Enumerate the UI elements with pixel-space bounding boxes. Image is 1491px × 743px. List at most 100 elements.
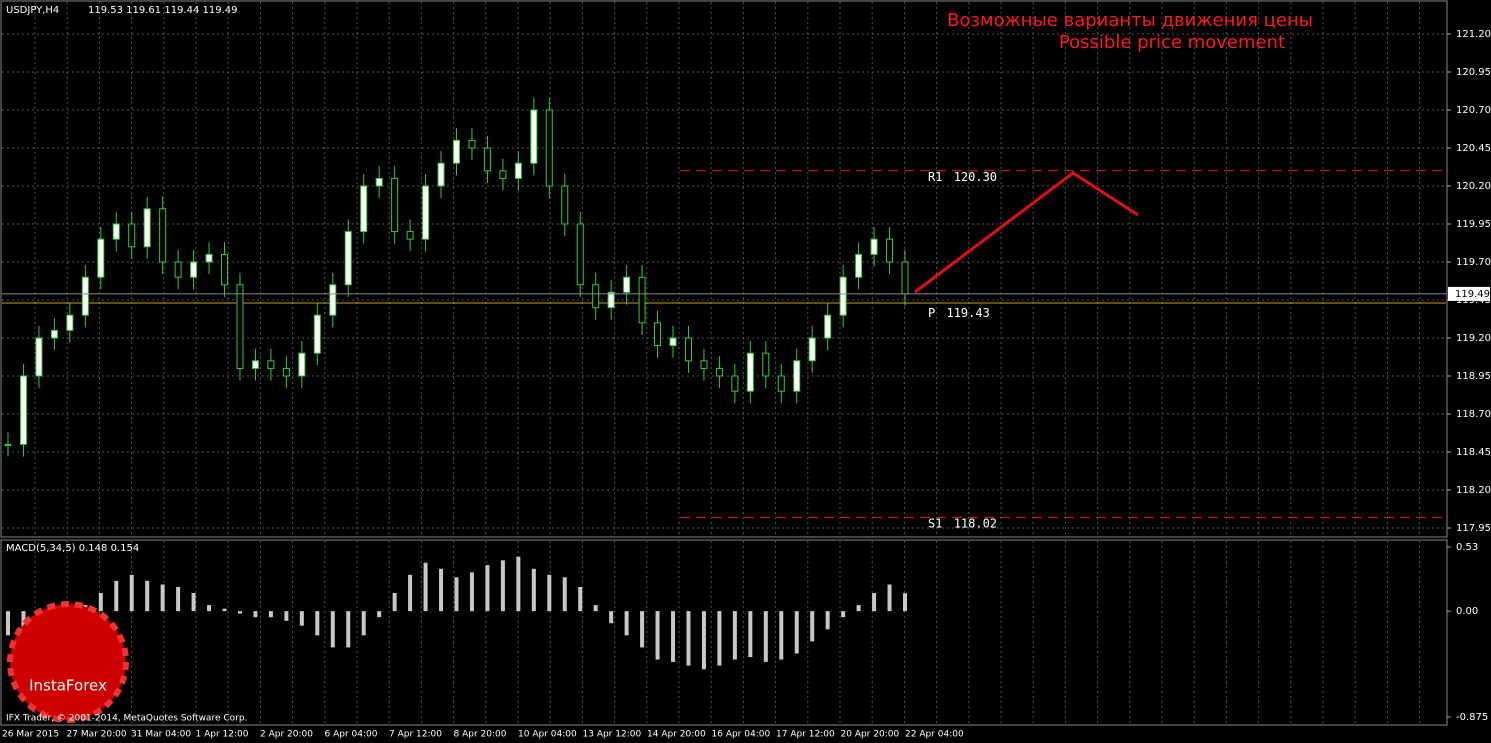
candle xyxy=(684,337,692,362)
macd-bar xyxy=(98,592,103,612)
macd-bar xyxy=(562,577,567,612)
macd-bar xyxy=(315,611,320,636)
macd-bar xyxy=(671,611,676,662)
level-value: 118.02 xyxy=(954,516,997,530)
candle xyxy=(545,109,553,187)
level-label: P 119.43 xyxy=(928,306,990,320)
macd-bar xyxy=(129,574,134,612)
candle xyxy=(159,208,167,263)
symbol: USDJPY,H4 xyxy=(6,5,59,16)
candle xyxy=(468,139,476,149)
macd-bar xyxy=(794,611,799,654)
level-name: R1 xyxy=(928,169,942,183)
candle xyxy=(251,360,259,369)
date-label: 6 Apr 04:00 xyxy=(325,730,378,740)
logo-text: InstaForex xyxy=(29,677,107,695)
candle xyxy=(282,367,290,377)
macd-bar xyxy=(454,577,459,612)
macd-bar xyxy=(284,611,289,621)
candle xyxy=(66,314,74,331)
macd-bar xyxy=(701,611,706,670)
price-label: 120.20 xyxy=(1456,181,1491,192)
candle xyxy=(700,360,708,369)
candle xyxy=(746,352,754,392)
candle xyxy=(375,177,383,187)
macd-bar xyxy=(578,586,583,612)
price-label: 119.45 xyxy=(1456,295,1491,306)
candle xyxy=(793,360,801,392)
macd-bar xyxy=(624,611,629,636)
candle xyxy=(530,109,538,164)
macd-label: MACD(5,34,5) 0.148 0.154 xyxy=(6,543,139,554)
candle xyxy=(236,284,244,369)
macd-bar xyxy=(207,605,212,612)
macd-bar xyxy=(114,580,119,612)
price-label: 117.95 xyxy=(1456,523,1491,534)
candle xyxy=(576,223,584,286)
candle xyxy=(669,337,677,347)
macd-bar xyxy=(810,611,815,642)
candle xyxy=(561,185,569,225)
date-label: 10 Apr 04:00 xyxy=(518,730,577,740)
candle xyxy=(205,253,213,263)
candle xyxy=(901,261,909,295)
price-label: 118.45 xyxy=(1456,447,1491,458)
candle xyxy=(870,238,878,255)
macd-bar xyxy=(732,611,737,660)
level-label: S1 118.02 xyxy=(928,516,997,530)
current-price: 119.49 xyxy=(1455,289,1490,300)
date-label: 22 Apr 04:00 xyxy=(905,730,964,740)
price-label: 121.20 xyxy=(1456,29,1491,40)
macd-bar xyxy=(222,608,227,612)
price-label: 118.70 xyxy=(1456,409,1491,420)
candle xyxy=(808,337,816,362)
macd-bar xyxy=(346,611,351,648)
price-label: 120.45 xyxy=(1456,143,1491,154)
candle xyxy=(221,253,229,286)
date-label: 8 Apr 20:00 xyxy=(454,730,507,740)
candle xyxy=(499,170,507,179)
macd-bar xyxy=(841,611,846,618)
candle xyxy=(267,360,275,369)
date-label: 13 Apr 12:00 xyxy=(583,730,642,740)
macd-bar xyxy=(330,611,335,648)
candle xyxy=(329,284,337,316)
macd-bar xyxy=(439,568,444,612)
macd-bar xyxy=(145,580,150,612)
macd-bar xyxy=(531,568,536,612)
price-label: 119.20 xyxy=(1456,333,1491,344)
date-label: 17 Apr 12:00 xyxy=(776,730,835,740)
candle xyxy=(81,276,89,316)
level-name: P xyxy=(928,306,935,320)
price-label: 119.95 xyxy=(1456,219,1491,230)
candle xyxy=(453,139,460,164)
candle xyxy=(190,261,198,278)
candle xyxy=(483,147,491,172)
macd-bar xyxy=(423,562,428,612)
macd-bar xyxy=(268,611,273,618)
candle xyxy=(112,223,120,240)
level-value: 119.43 xyxy=(946,306,989,320)
date-label: 20 Apr 20:00 xyxy=(841,730,900,740)
macd-bar xyxy=(392,592,397,612)
price-label: 120.95 xyxy=(1456,67,1491,78)
macd-bar xyxy=(361,611,366,636)
macd-bar xyxy=(856,605,861,612)
candle xyxy=(313,314,321,354)
macd-bar xyxy=(299,611,304,626)
macd-bar xyxy=(176,586,181,612)
candle xyxy=(654,322,662,347)
candle xyxy=(128,223,136,248)
macd-bar xyxy=(500,560,505,612)
candle xyxy=(855,253,863,278)
candle xyxy=(422,185,430,240)
macd-bar xyxy=(609,611,614,624)
candle xyxy=(19,375,27,445)
price-label: 118.95 xyxy=(1456,371,1491,382)
macd-bar xyxy=(485,565,490,612)
candle xyxy=(143,208,151,248)
marks xyxy=(2,97,1490,670)
date-label: 26 Mar 2015 xyxy=(2,730,59,740)
candle xyxy=(715,367,723,377)
